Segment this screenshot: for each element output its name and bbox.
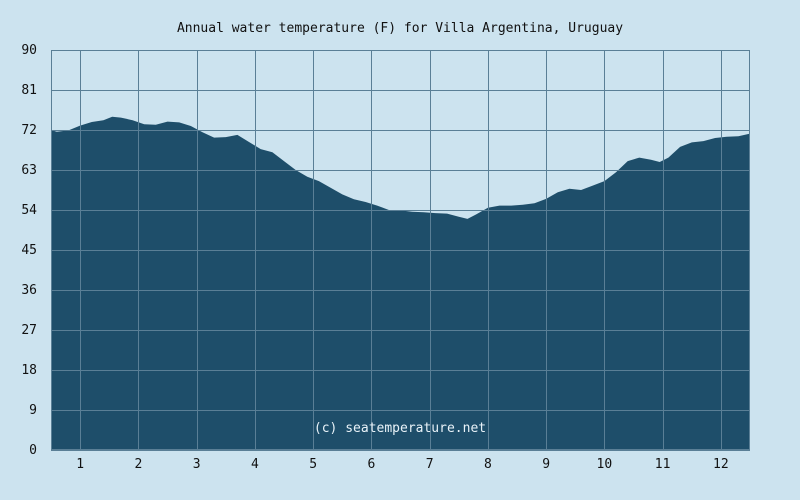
y-tick-label: 90 — [21, 43, 37, 58]
x-tick-label: 5 — [309, 457, 317, 472]
watermark: (c) seatemperature.net — [314, 421, 486, 436]
x-tick-label: 1 — [76, 457, 84, 472]
x-tick-label: 9 — [542, 457, 550, 472]
x-tick-label: 11 — [655, 457, 671, 472]
y-tick-label: 81 — [21, 83, 37, 98]
x-tick-label: 4 — [251, 457, 259, 472]
y-tick-label: 18 — [21, 363, 37, 378]
x-tick-label: 12 — [713, 457, 729, 472]
plot-frame — [51, 50, 750, 450]
x-tick-label: 10 — [597, 457, 613, 472]
y-tick-label: 0 — [29, 443, 37, 458]
x-tick-label: 3 — [193, 457, 201, 472]
y-tick-label: 63 — [21, 163, 37, 178]
y-tick-label: 27 — [21, 323, 37, 338]
x-tick-label: 6 — [367, 457, 375, 472]
y-tick-label: 72 — [21, 123, 37, 138]
y-tick-label: 54 — [21, 203, 37, 218]
x-tick-label: 8 — [484, 457, 492, 472]
x-tick-label: 2 — [134, 457, 142, 472]
chart-title: Annual water temperature (F) for Villa A… — [177, 21, 623, 36]
x-tick-label: 7 — [426, 457, 434, 472]
y-tick-label: 36 — [21, 283, 37, 298]
y-tick-label: 45 — [21, 243, 37, 258]
area-series-0 — [51, 116, 750, 450]
y-tick-label: 9 — [29, 403, 37, 418]
